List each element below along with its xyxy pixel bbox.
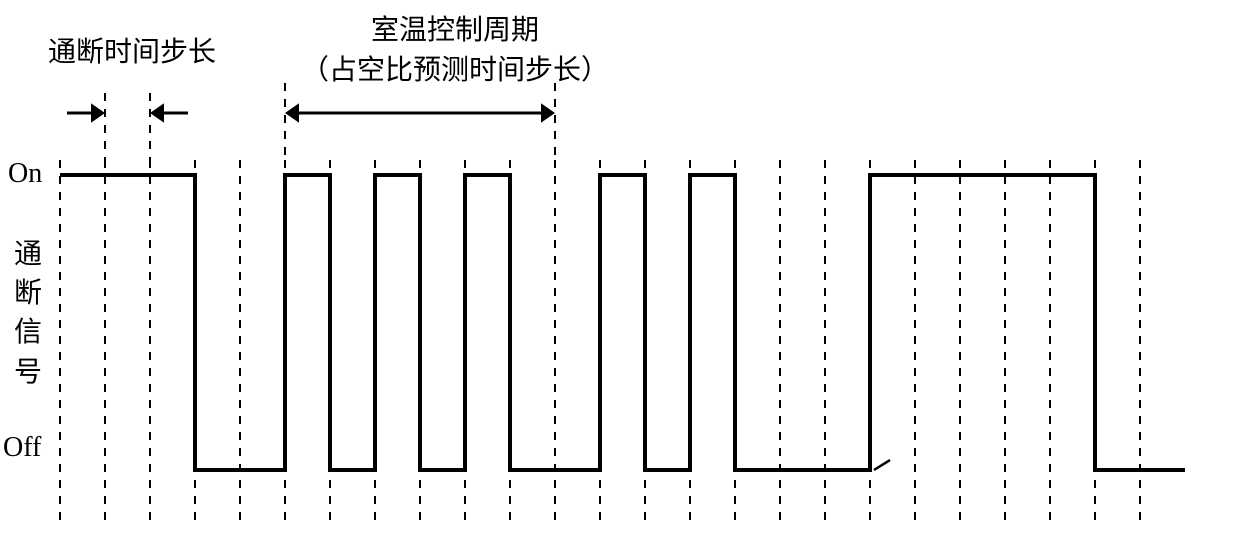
diagram-container: 通断时间步长 室温控制周期 （占空比预测时间步长） On Off 通断信号	[0, 0, 1240, 533]
off-label: Off	[3, 432, 41, 464]
on-label-text: On	[8, 158, 42, 189]
step-label: 通断时间步长	[48, 30, 216, 70]
step-label-text: 通断时间步长	[48, 37, 216, 68]
period-label: 室温控制周期 （占空比预测时间步长）	[290, 8, 620, 88]
off-label-text: Off	[3, 432, 41, 463]
period-label-line2: （占空比预测时间步长）	[290, 48, 620, 88]
period-label-line1: 室温控制周期	[290, 8, 620, 48]
on-label: On	[8, 158, 42, 190]
timing-diagram-svg	[0, 0, 1240, 533]
y-axis-label: 通断信号	[12, 235, 44, 392]
